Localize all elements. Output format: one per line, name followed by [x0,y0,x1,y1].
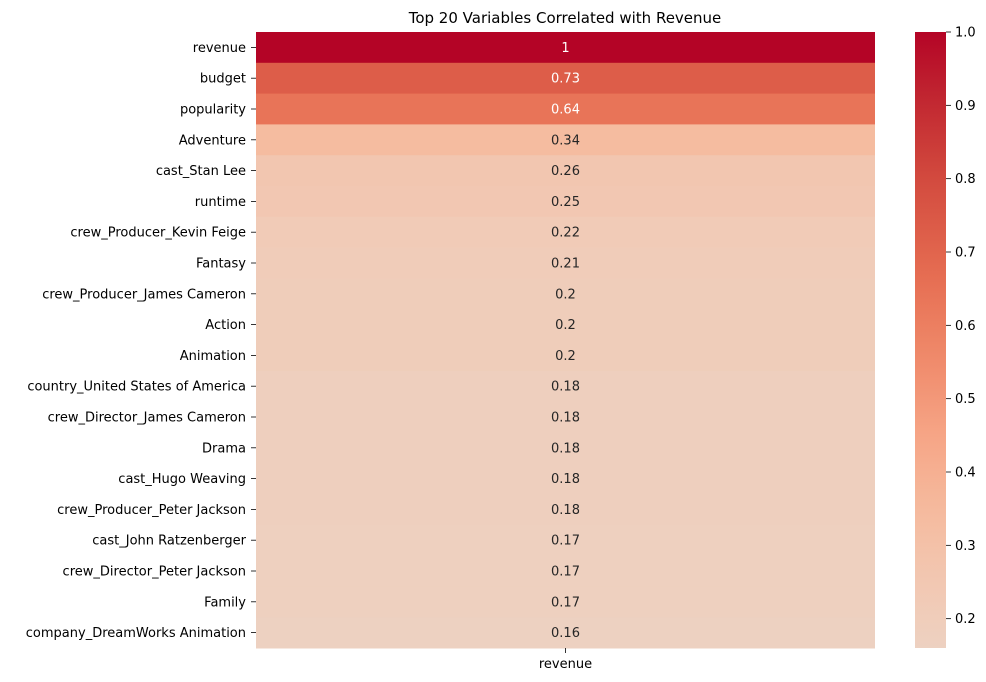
row-label: revenue [193,41,246,56]
colorbar-tick-label: 0.2 [955,612,976,627]
cell-value-label: 1 [561,41,569,56]
row-label: crew_Producer_Peter Jackson [57,503,246,518]
row-label: Adventure [179,133,246,148]
cell-value-label: 0.64 [551,103,580,118]
heatmap-cell [256,186,875,218]
column-labels: revenue [539,648,592,672]
heatmap-cell [256,401,875,433]
cell-value-label: 0.18 [551,503,580,518]
colorbar-tick-label: 1.0 [955,26,976,41]
heatmap-cell [256,494,875,526]
heatmap-cell [256,340,875,372]
heatmap-cell [256,93,875,125]
colorbar-tick-label: 0.7 [955,246,976,261]
heatmap-cell [256,432,875,464]
colorbar-tick-label: 0.6 [955,319,976,334]
row-label: crew_Director_James Cameron [48,411,246,426]
heatmap-cell [256,216,875,249]
row-labels: revenue budget popularity Adventure cast_Sta… [26,41,256,641]
column-label: revenue [539,657,592,672]
row-label: crew_Producer_Kevin Feige [70,226,246,241]
cell-value-label: 0.17 [551,595,580,610]
cell-value-label: 0.34 [551,133,580,148]
row-label: cast_John Ratzenberger [92,534,246,549]
colorbar-gradient [915,32,946,648]
row-label: country_United States of America [27,380,246,395]
heatmap-cell [256,124,875,156]
row-label: company_DreamWorks Animation [26,626,246,641]
heatmap-cell [256,278,875,310]
cell-value-label: 0.18 [551,441,580,456]
row-label: Drama [202,441,246,456]
colorbar-tick-label: 0.5 [955,392,976,407]
colorbar-tick-label: 0.4 [955,466,976,481]
heatmap-cell [256,309,875,341]
row-label: crew_Producer_James Cameron [42,287,246,302]
row-label: Animation [180,349,246,364]
heatmap-cell [256,62,875,95]
cell-value-label: 0.2 [555,318,576,333]
cell-value-label: 0.21 [551,257,580,272]
cell-value-label: 0.26 [551,164,580,179]
heatmap-cell [256,617,875,649]
row-label: budget [200,72,246,87]
cell-value-label: 0.18 [551,472,580,487]
cell-value-label: 0.2 [555,349,576,364]
heatmap-cell [256,555,875,587]
heatmap-cell [256,463,875,495]
row-label: runtime [195,195,246,210]
chart-title: Top 20 Variables Correlated with Revenue [408,9,722,27]
row-label: Family [204,595,246,610]
colorbar: 0.2 0.3 0.4 0.5 0.6 0.7 0.8 0.9 1.0 [915,26,976,648]
heatmap-cells: 1 0.73 0.64 0.34 0.26 0.25 0.22 0.21 0.2 0.2 0.2 0.… [256,32,875,649]
cell-value-label: 0.73 [551,72,580,87]
heatmap-cell [256,524,875,557]
cell-value-label: 0.17 [551,565,580,580]
colorbar-tick-label: 0.9 [955,99,976,114]
colorbar-tick-label: 0.8 [955,172,976,187]
heatmap-cell [256,370,875,403]
colorbar-tick-label: 0.3 [955,539,976,554]
cell-value-label: 0.18 [551,380,580,395]
cell-value-label: 0.17 [551,534,580,549]
heatmap-cell [256,155,875,187]
row-label: popularity [180,103,246,118]
cell-value-label: 0.22 [551,226,580,241]
row-label: cast_Stan Lee [156,164,246,179]
cell-value-label: 0.16 [551,626,580,641]
cell-value-label: 0.2 [555,287,576,302]
heatmap-cell [256,32,875,64]
cell-value-label: 0.25 [551,195,580,210]
heatmap-cell [256,247,875,279]
row-label: cast_Hugo Weaving [118,472,246,487]
heatmap-cell [256,586,875,618]
row-label: Fantasy [196,257,246,272]
cell-value-label: 0.18 [551,411,580,426]
row-label: crew_Director_Peter Jackson [63,565,246,580]
row-label: Action [205,318,246,333]
